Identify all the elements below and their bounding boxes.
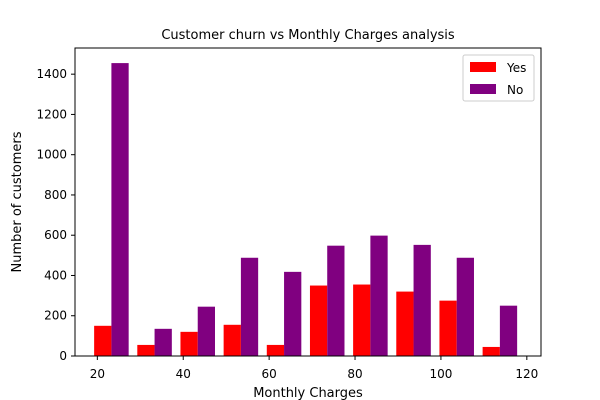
bar-no-3 [240, 257, 259, 356]
y-tick-label: 200 [44, 309, 67, 323]
x-tick-label: 60 [261, 367, 276, 381]
y-axis-label: Number of customers [10, 131, 25, 272]
x-tick-label: 80 [347, 367, 362, 381]
bar-yes-2 [180, 331, 198, 356]
bar-yes-4 [266, 344, 285, 356]
bar-no-1 [154, 328, 172, 356]
bar-yes-0 [94, 325, 112, 356]
y-axis: 0 200 400 600 800 1000 1200 1400 [36, 67, 75, 363]
bar-no-5 [327, 245, 345, 356]
bar-no-6 [370, 235, 388, 356]
y-tick-label: 600 [44, 228, 67, 242]
legend: Yes No [462, 54, 535, 102]
chart-title: Customer churn vs Monthly Charges analys… [161, 28, 455, 43]
y-tick-label: 400 [44, 268, 67, 282]
y-tick-label: 1400 [36, 67, 67, 81]
bar-yes-5 [309, 285, 328, 356]
x-tick-label: 100 [429, 367, 452, 381]
bar-yes-1 [137, 344, 155, 356]
legend-label-yes: Yes [506, 61, 526, 75]
bar-yes-7 [396, 291, 414, 356]
x-tick-label: 120 [515, 367, 538, 381]
legend-swatch-yes [470, 62, 496, 72]
y-tick-label: 0 [59, 349, 67, 363]
bar-yes-6 [353, 284, 371, 356]
x-tick-label: 20 [90, 367, 105, 381]
bar-no-8 [456, 257, 474, 356]
y-tick-label: 1000 [36, 148, 67, 162]
x-axis: 20 40 60 80 100 120 [90, 356, 538, 381]
bars-group [94, 63, 518, 357]
x-tick-label: 40 [176, 367, 191, 381]
y-tick-label: 1200 [36, 107, 67, 121]
bar-no-4 [284, 271, 302, 356]
bar-yes-3 [223, 324, 241, 356]
plot-frame [74, 47, 542, 357]
bar-yes-9 [482, 346, 500, 356]
legend-swatch-no [470, 84, 496, 94]
y-tick-label: 800 [44, 188, 67, 202]
bar-yes-8 [439, 300, 457, 356]
x-axis-label: Monthly Charges [253, 386, 363, 400]
bar-no-0 [111, 63, 129, 357]
bar-no-9 [499, 305, 518, 356]
bar-no-2 [197, 306, 215, 356]
bar-no-7 [413, 244, 431, 356]
legend-label-no: No [507, 83, 523, 97]
